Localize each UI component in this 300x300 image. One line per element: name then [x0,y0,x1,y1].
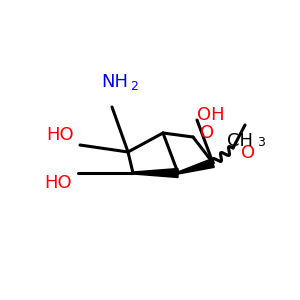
Text: CH: CH [227,132,253,150]
Text: 3: 3 [257,136,265,149]
Text: O: O [200,124,214,142]
Text: HO: HO [44,174,72,192]
Text: 2: 2 [130,80,138,93]
Polygon shape [133,169,178,178]
Text: O: O [241,144,255,162]
Polygon shape [178,159,214,174]
Text: NH: NH [101,73,128,91]
Text: HO: HO [46,126,74,144]
Text: OH: OH [197,106,225,124]
